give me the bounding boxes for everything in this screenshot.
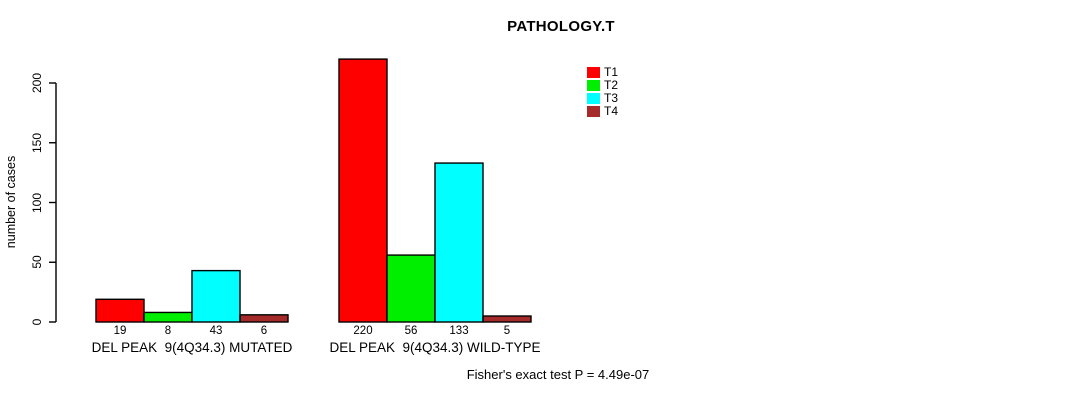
y-axis-title: number of cases [4, 155, 18, 249]
legend-item: T4 [587, 105, 618, 118]
legend-label: T4 [604, 104, 619, 118]
legend: T1 T2 T3 T4 [587, 66, 618, 118]
legend-item: T2 [587, 79, 618, 92]
legend-swatch-T3 [587, 93, 600, 104]
legend-label: T1 [604, 65, 619, 79]
legend-swatch-T1 [587, 67, 600, 78]
legend-label: T2 [604, 78, 619, 92]
bar-value-label: 220 [353, 325, 373, 337]
bar-T1 [95, 298, 145, 323]
bar-value-label: 56 [404, 325, 418, 337]
y-axis-tick-label: 0 [30, 318, 44, 326]
legend-swatch-T2 [587, 80, 600, 91]
group-axis-label: DEL PEAK 9(4Q34.3) WILD-TYPE [329, 340, 541, 355]
bar-T4 [239, 314, 289, 323]
bar-T3 [434, 162, 484, 323]
bar-value-label: 133 [449, 325, 469, 337]
bar-T1 [338, 58, 388, 323]
bar-value-label: 43 [209, 325, 223, 337]
bar-value-label: 8 [164, 325, 172, 337]
bar-T3 [191, 269, 241, 323]
y-axis-tick-label: 100 [30, 192, 44, 213]
y-axis-tick-label: 150 [30, 132, 44, 153]
group-axis-label: DEL PEAK 9(4Q34.3) MUTATED [91, 340, 293, 355]
legend-item: T1 [587, 66, 618, 79]
bar-T2 [143, 311, 193, 323]
chart-title: PATHOLOGY.T [507, 18, 615, 35]
legend-item: T3 [587, 92, 618, 105]
bar-value-label: 5 [503, 325, 511, 337]
bar-T2 [386, 254, 436, 323]
legend-label: T3 [604, 91, 619, 105]
bar-value-label: 6 [260, 325, 268, 337]
y-axis-tick-label: 50 [30, 255, 44, 269]
legend-swatch-T4 [587, 106, 600, 117]
stat-annotation: Fisher's exact test P = 4.49e-07 [466, 367, 650, 382]
bar-value-label: 19 [113, 325, 127, 337]
bar-T4 [482, 315, 532, 323]
y-axis-tick-label: 200 [30, 72, 44, 94]
